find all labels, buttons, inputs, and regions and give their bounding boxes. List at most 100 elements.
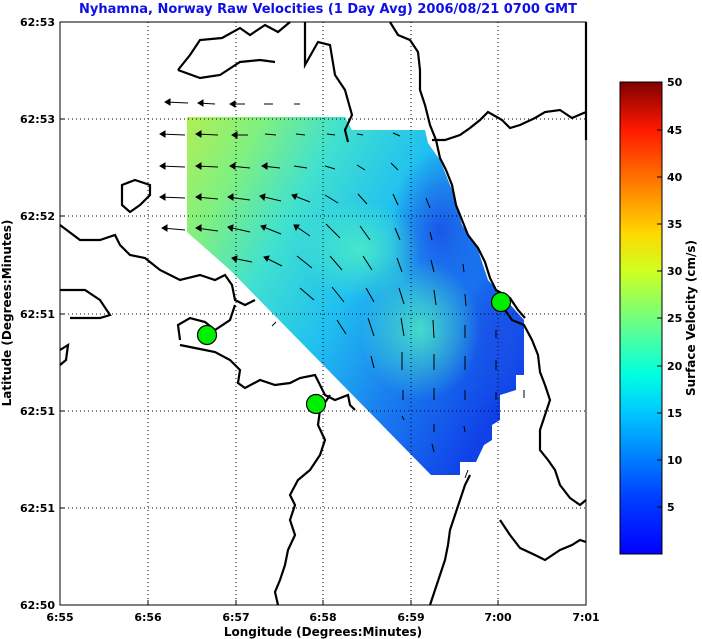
velocity-arrow [336,319,347,335]
velocity-arrow-head [227,193,234,201]
velocity-arrow-head [164,98,171,106]
velocity-arrow-head [227,224,234,233]
colorbar: 5 10 15 20 25 30 35 40 45 50 Surface Vel… [619,76,698,555]
velocity-arrow [356,133,364,136]
velocity-arrow-head [229,100,236,108]
velocity-arrow-head [291,193,298,201]
velocity-arrow [432,319,435,339]
velocity-arrow-head [159,162,166,170]
velocity-arrow [362,255,373,271]
velocity-arrow [356,164,366,171]
velocity-arrow [394,227,401,241]
colorbar-tick-label: 50 [667,76,683,89]
x-tick-label: 7:00 [484,611,512,624]
velocity-arrow [392,132,401,137]
velocity-arrow-head [197,99,204,107]
velocity-arrow [430,259,435,273]
velocity-arrow [293,165,308,169]
velocity-arrow [264,133,277,136]
colorbar-tick-label: 5 [667,501,675,514]
velocity-arrow [326,133,336,136]
colorbar-tick-label: 15 [667,407,682,420]
velocity-arrow-head [293,224,300,232]
chart-title: Nyhamna, Norway Raw Velocities (1 Day Av… [79,2,577,17]
x-tick-label: 6:59 [397,611,424,624]
velocity-arrow [462,263,465,273]
tick-marks [59,21,587,606]
velocity-arrow [425,197,431,209]
velocity-arrow-head [195,193,202,201]
velocity-arrow [401,415,405,421]
velocity-arrow-head [195,130,202,138]
velocity-arrow [271,321,277,327]
velocity-arrow [390,162,399,171]
y-tick-label: 62:51 [20,502,55,515]
velocity-arrow [299,287,315,301]
velocity-arrow [463,425,466,433]
velocity-arrow [325,223,341,239]
velocity-arrow-head [231,131,238,139]
x-axis-label: Longitude (Degrees:Minutes) [224,625,422,639]
velocity-arrow-head [229,162,236,170]
velocity-arrow-head [259,193,266,202]
colorbar-gradient [619,81,663,555]
velocity-arrow-head [263,255,270,263]
velocity-arrow-head [159,193,166,201]
colorbar-label: Surface Velocity (cm/s) [684,240,698,396]
velocity-arrow [296,255,313,269]
velocity-arrows [159,98,525,479]
velocity-arrow [329,255,343,271]
velocity-arrow [365,287,375,303]
velocity-arrow [431,443,435,453]
velocity-arrow [464,293,467,307]
velocity-arrow-head [161,224,168,232]
y-tick-label: 62:53 [20,16,55,29]
colorbar-tick-label: 30 [667,265,683,278]
velocity-arrow-head [195,224,202,232]
x-tick-labels: 6:55 6:56 6:57 6:58 6:59 7:00 7:01 [46,611,599,624]
velocity-arrow-head [261,162,268,170]
station-marker [196,324,218,346]
velocity-arrow-head [159,130,166,138]
x-tick-label: 6:55 [46,611,73,624]
velocity-arrow [398,287,405,305]
colorbar-tick-label: 35 [667,218,682,231]
velocity-arrow-head [195,162,202,170]
colorbar-tick-label: 40 [667,171,683,184]
colorbar-tick-label: 10 [667,454,683,467]
y-tick-label: 62:52 [20,210,55,223]
colorbar-tick-label: 45 [667,124,682,137]
velocity-arrow [392,193,399,206]
velocity-arrow [324,194,339,204]
velocity-arrow [324,165,336,170]
velocity-arrow-head [260,224,267,232]
y-tick-label: 62:51 [20,308,55,321]
colorbar-tick-label: 20 [667,360,683,373]
velocity-arrow [367,317,375,337]
velocity-arrow [331,286,345,303]
colorbar-tick-label: 25 [667,312,682,325]
velocity-arrow [370,355,375,369]
velocity-arrow [295,133,306,136]
y-tick-label: 62:51 [20,405,55,418]
y-tick-label: 62:50 [20,599,55,612]
station-marker [490,291,512,313]
velocity-arrow [433,289,437,306]
x-tick-label: 6:58 [309,611,336,624]
x-tick-label: 6:56 [134,611,162,624]
y-axis-label: Latitude (Degrees:Minutes) [0,220,14,407]
y-tick-label: 62:53 [20,113,55,126]
velocity-arrow [357,193,368,205]
velocity-arrow [359,225,371,241]
station-markers [196,291,512,415]
velocity-arrow [400,317,405,337]
y-tick-labels: 62:50 62:51 62:51 62:51 62:52 62:53 62:5… [20,16,55,612]
station-marker [305,393,327,415]
velocity-arrow [464,469,469,479]
x-tick-label: 7:01 [572,611,599,624]
coastline [59,21,588,606]
velocity-arrow [396,257,403,273]
x-tick-label: 6:57 [222,611,249,624]
velocity-arrow [429,231,433,241]
